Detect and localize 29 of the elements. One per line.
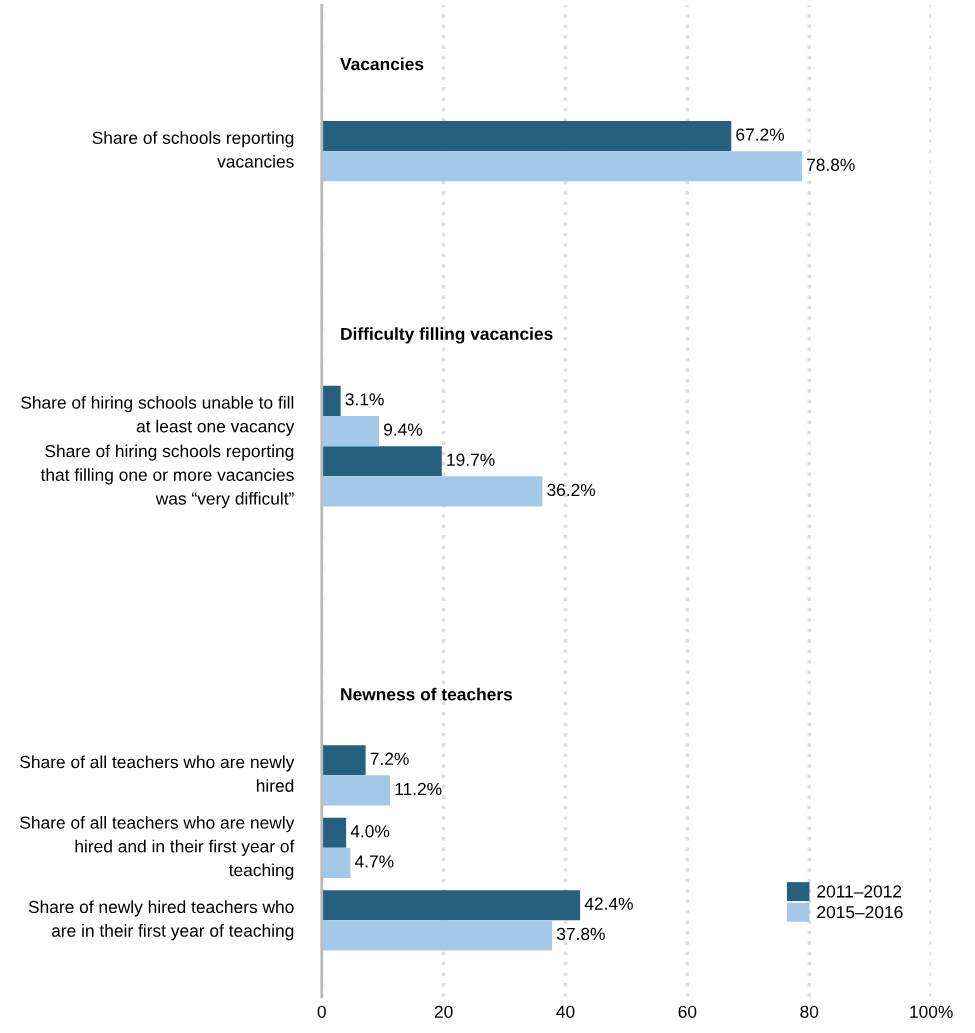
x-tick-label: 60 [678,1005,697,1018]
x-tick-label: 40 [556,1005,575,1018]
data-label: 42.4% [584,897,633,910]
data-label: 78.8% [806,158,855,171]
y-tick-label: Share of hiring schools unable to fill at least one vacancy [21,395,295,436]
data-label: 37.8% [556,927,605,941]
data-label: 7.2% [370,752,409,765]
data-label: 19.7% [447,453,495,466]
data-label: 36.2% [547,483,596,497]
y-tick-label: Share of hiring schools reporting that filling one or more vacancies was “very difficult” [40,444,294,509]
data-label: 67.2% [736,128,785,141]
legend-label: 2015–2016 [817,905,903,919]
x-tick-label: 80 [800,1005,819,1018]
x-tick-label: 20 [434,1005,453,1018]
data-label: 3.1% [345,393,384,406]
y-tick-label: Share of all teachers who are newly hired [20,755,295,792]
annotation: Difficulty filling vacancies [341,327,553,344]
y-tick-label: Share of schools reporting vacancies [92,131,294,168]
data-label: 9.4% [384,423,423,436]
y-tick-label: Share of newly hired teachers who are in their first year of teaching [28,900,294,941]
annotation: Vacancies [340,57,424,71]
data-label: 4.7% [354,855,394,868]
data-label: 4.0% [350,825,390,838]
legend-label: 2011–2012 [817,885,902,898]
y-tick-label: Share of all teachers who are newly hired and in their first year of teaching [20,816,295,880]
data-label: 11.2% [395,782,442,796]
annotation: Newness of teachers [341,687,513,701]
x-tick-label: 100% [910,1005,953,1018]
x-tick-label: 0 [317,1005,326,1018]
